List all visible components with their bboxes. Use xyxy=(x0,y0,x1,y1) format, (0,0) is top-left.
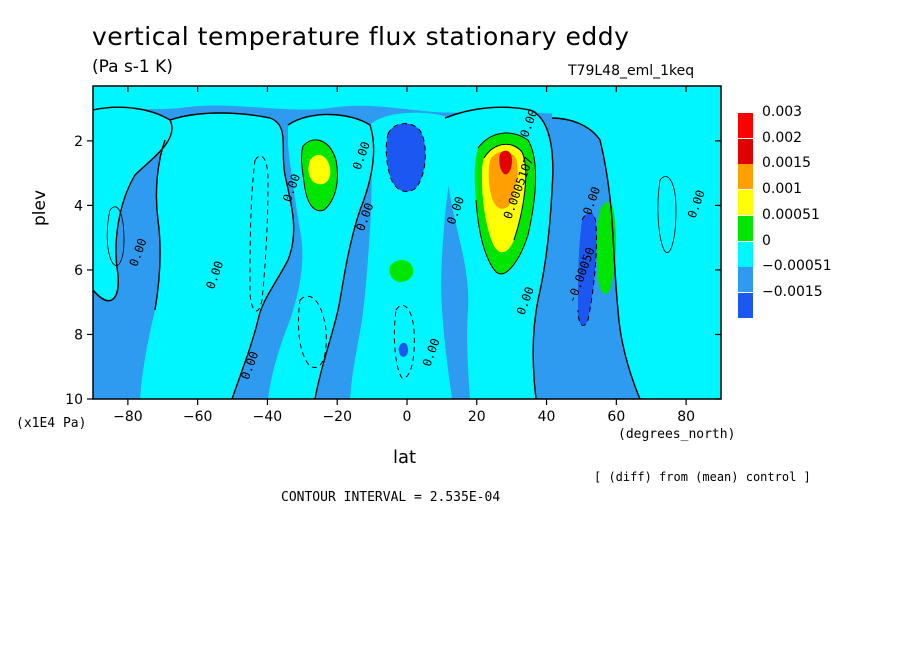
contour-neg-low xyxy=(297,295,327,368)
fill-pos2-sh xyxy=(308,154,331,185)
legend-item: 0.00051 xyxy=(738,207,888,242)
x-tick-label: 40 xyxy=(538,409,556,425)
legend-item: 0.003 xyxy=(738,104,888,139)
contour-neg-eq-low xyxy=(393,305,415,379)
contour-zero-a xyxy=(93,106,173,302)
legend-label: −0.00051 xyxy=(762,258,832,274)
legend-label: 0 xyxy=(762,233,771,249)
legend-label: 0.002 xyxy=(762,130,803,146)
legend-item: −0.00051 xyxy=(738,258,888,293)
x-tick-label: −40 xyxy=(253,409,283,425)
fill-pos-nh-strip xyxy=(596,202,617,294)
contour-pos-nh xyxy=(475,132,536,275)
y-tick-label: 2 xyxy=(74,134,83,150)
fill-zero-top xyxy=(93,86,721,114)
y-axis-unit: (x1E4 Pa) xyxy=(16,416,87,431)
contour-zero-d xyxy=(287,113,375,399)
contour-zero-e xyxy=(444,106,554,399)
contour-pos-nh-2 xyxy=(483,143,527,241)
x-tick-label: 80 xyxy=(677,409,695,425)
y-tick-label: 4 xyxy=(74,198,83,214)
y-axis-title: plev xyxy=(30,189,50,226)
legend-label: 0.00051 xyxy=(762,207,820,223)
x-axis: −80 −60 −40 −20 0 20 40 60 80 xyxy=(113,86,695,425)
x-tick-label: −60 xyxy=(183,409,213,425)
legend-swatch xyxy=(738,267,753,292)
legend-swatch xyxy=(738,139,753,164)
fill-zero-nh-high xyxy=(552,99,721,399)
fill-zero-eq xyxy=(350,112,452,399)
contour-neg-eq xyxy=(385,123,426,192)
y-tick-label: 10 xyxy=(65,392,83,408)
contour-interval: CONTOUR INTERVAL = 2.535E-04 xyxy=(281,490,501,505)
chart-title: vertical temperature flux stationary edd… xyxy=(92,22,630,51)
contour-thin-s xyxy=(106,206,125,266)
x-axis-unit: (degrees_north) xyxy=(618,427,736,442)
contour-zero-b xyxy=(169,112,295,399)
fill-neg-eq-core xyxy=(386,123,426,192)
legend-item: 0.002 xyxy=(738,130,888,165)
fill-neg-eq-low xyxy=(398,342,408,357)
legend-swatch xyxy=(738,242,753,267)
fill-pos-eq-patch xyxy=(389,260,414,282)
legend-label: 0.001 xyxy=(762,181,803,197)
plot-fills xyxy=(93,86,721,399)
fill-zero-subtrop-s xyxy=(268,114,374,399)
contour-neg-nh xyxy=(577,212,598,326)
x-tick-label: 20 xyxy=(468,409,486,425)
contour-pos-sh xyxy=(300,139,338,212)
fill-zero-southmid xyxy=(140,113,294,399)
y-axis: 2 4 6 8 10 xyxy=(65,134,721,408)
y-tick-label: 8 xyxy=(74,327,83,343)
legend-label: −0.0015 xyxy=(762,284,823,300)
legend-swatch xyxy=(738,164,753,189)
fill-neg-nh-core xyxy=(578,212,597,326)
comparison-note: [ (diff) from (mean) control ] xyxy=(594,470,811,484)
chart-units: (Pa s-1 K) xyxy=(92,57,173,77)
x-tick-label: 60 xyxy=(607,409,625,425)
contour-thin-nh xyxy=(657,176,677,253)
x-tick-label: −80 xyxy=(113,409,143,425)
legend-item: 0.001 xyxy=(738,181,888,216)
fill-zero-sh xyxy=(93,107,172,301)
legend-swatch xyxy=(738,293,753,318)
x-tick-label: −20 xyxy=(322,409,352,425)
contour-zero-c xyxy=(154,139,166,311)
contour-neg-sh xyxy=(249,155,269,312)
x-tick-label: 0 xyxy=(403,409,412,425)
legend-swatch xyxy=(738,190,753,215)
contour-lines xyxy=(93,106,677,399)
experiment-name: T79L48_eml_1keq xyxy=(568,63,695,79)
legend-swatch xyxy=(738,113,753,138)
legend-label: 0.0015 xyxy=(762,155,811,171)
legend-swatch xyxy=(738,216,753,241)
legend-item: 0 xyxy=(738,233,888,268)
legend-item: 0.0015 xyxy=(738,155,888,190)
fill-pos4-nh xyxy=(499,150,512,175)
contour-zero-f xyxy=(551,117,641,399)
legend-label: 0.003 xyxy=(762,104,803,120)
x-axis-title: lat xyxy=(393,447,417,468)
y-tick-label: 6 xyxy=(74,263,83,279)
legend-item: −0.0015 xyxy=(738,284,888,319)
